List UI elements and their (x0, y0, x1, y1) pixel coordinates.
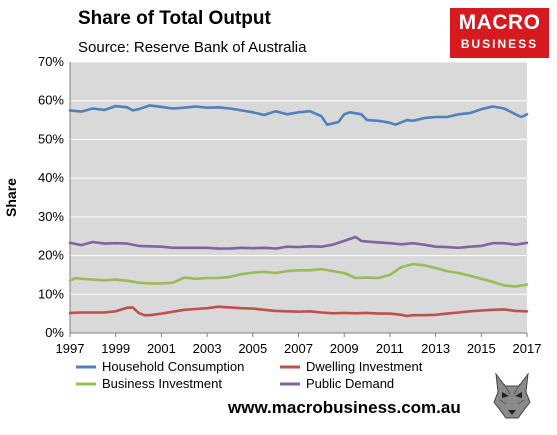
y-tick-label: 40% (38, 170, 64, 185)
x-tick-label: 2005 (238, 341, 267, 356)
x-tick-label: 2003 (193, 341, 222, 356)
y-tick-label: 60% (38, 93, 64, 108)
logo-line-1: MACRO (458, 11, 541, 34)
legend-label: Public Demand (306, 376, 394, 391)
x-tick-label: 1997 (56, 341, 85, 356)
chart-subtitle: Source: Reserve Bank of Australia (78, 39, 307, 56)
website-url: www.macrobusiness.com.au (228, 398, 461, 417)
x-tick-label: 2017 (513, 341, 542, 356)
logo-line-2: BUSINESS (460, 37, 539, 51)
x-tick-label: 2015 (467, 341, 496, 356)
x-tick-label: 1999 (101, 341, 130, 356)
x-tick-label: 2013 (421, 341, 450, 356)
y-tick-label: 70% (38, 54, 64, 69)
x-tick-label: 2009 (330, 341, 359, 356)
x-tick-label: 2007 (284, 341, 313, 356)
wolf-icon (493, 372, 531, 419)
plot-area (70, 62, 527, 333)
y-axis-label: Share (3, 178, 19, 217)
x-tick-label: 2011 (376, 341, 404, 356)
y-tick-label: 20% (38, 248, 64, 263)
y-tick-label: 10% (38, 286, 64, 301)
y-tick-label: 30% (38, 209, 64, 224)
series-line-dwelling-investment (68, 305, 529, 318)
y-tick-label: 50% (38, 131, 64, 146)
legend-label: Household Consumption (102, 359, 244, 374)
series-line-business-investment (68, 262, 529, 288)
series-line-household-consumption (68, 104, 529, 126)
macrobusiness-logo: MACRO BUSINESS (450, 8, 549, 58)
x-tick-label: 2001 (147, 341, 176, 356)
y-tick-label: 0% (45, 325, 64, 340)
legend-label: Business Investment (102, 376, 222, 391)
legend-label: Dwelling Investment (306, 359, 423, 374)
chart-title: Share of Total Output (78, 8, 271, 29)
series-line-public-demand (68, 235, 529, 250)
